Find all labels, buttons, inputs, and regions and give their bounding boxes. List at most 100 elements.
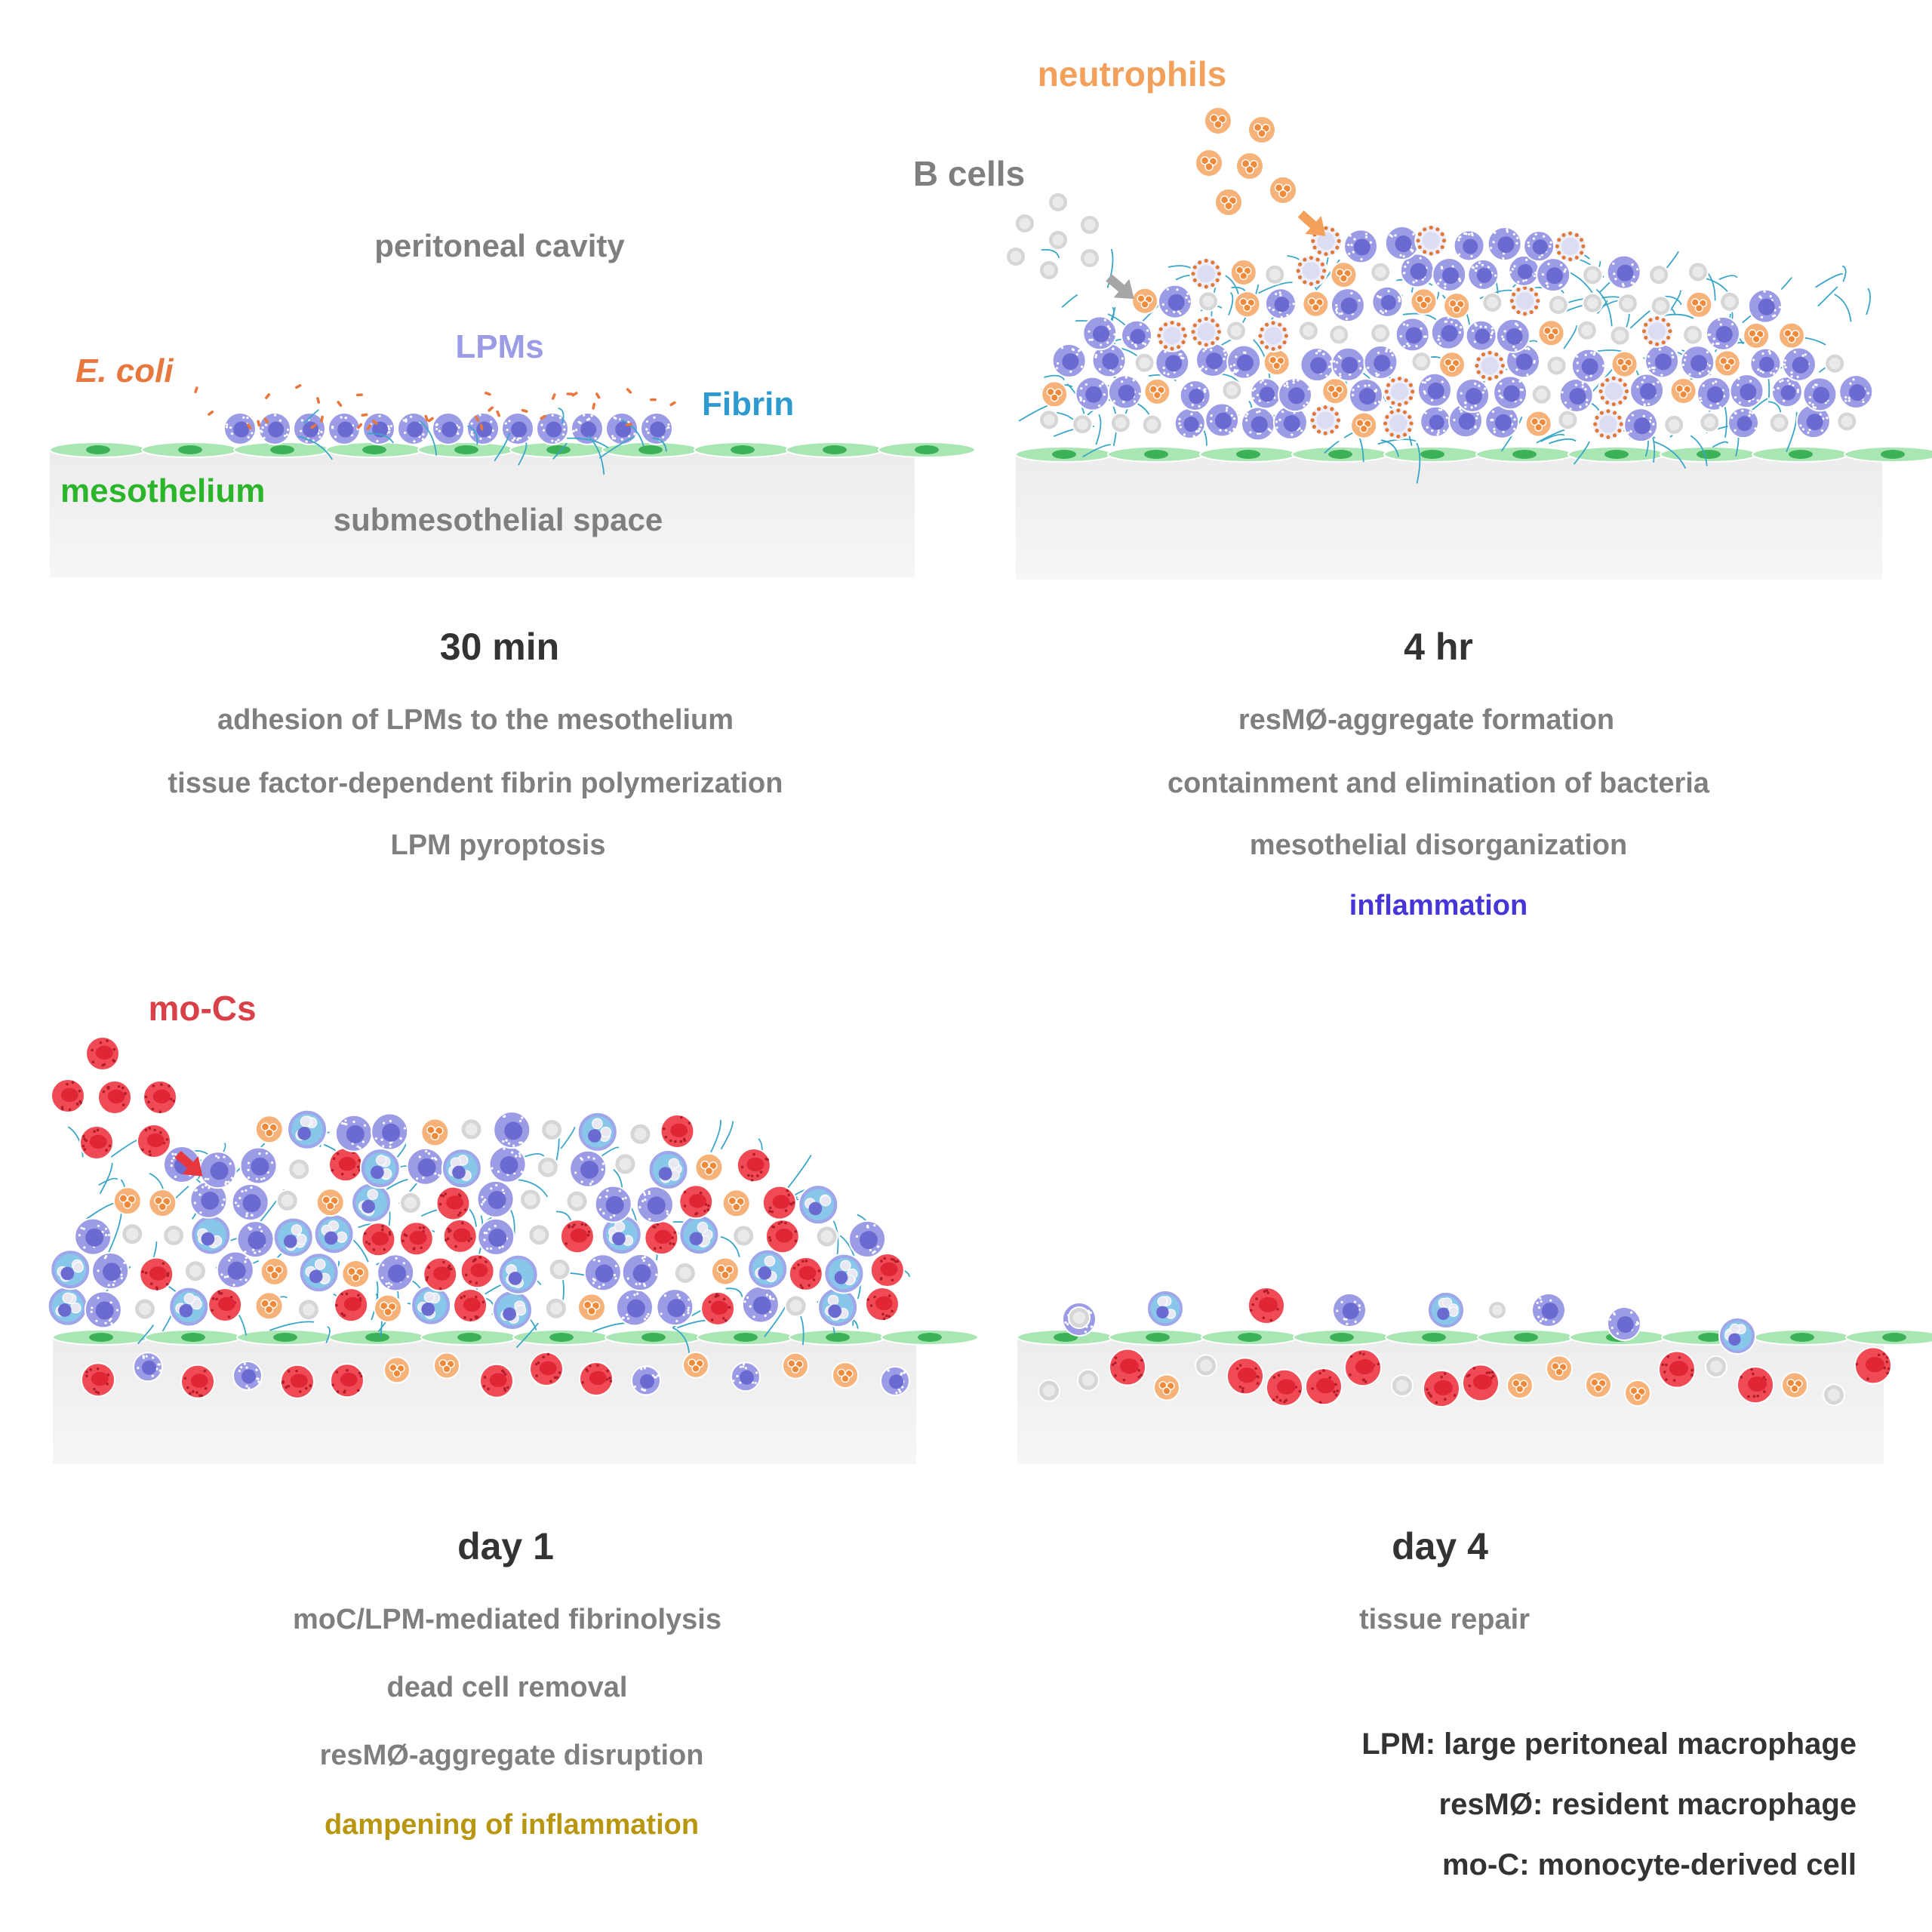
neutrophil-cell [694,1152,724,1182]
b-cell [1487,1300,1507,1320]
phagocytic-macrophage-cell [351,1182,392,1223]
moc-cell [453,1287,488,1323]
neutrophil-cell [1153,1374,1180,1401]
ecoli-bacterium [316,397,321,404]
panel-time-day4: day 4 [1392,1525,1488,1567]
fibrin-strand [1718,275,1738,281]
b-cell [1134,352,1155,374]
lpm-cell [848,1220,887,1258]
mesothelial-cell [1385,1329,1483,1346]
phagocytic-macrophage-cell [648,1149,689,1190]
lpm-cell [1195,343,1231,378]
lpm-cell [133,1352,163,1383]
label-mesothelium: mesothelium [60,472,265,509]
dying-lpm-cell [1473,349,1507,383]
moc-cell [85,1036,120,1071]
neutrophil-cell [1611,350,1638,378]
ecoli-bacterium [649,398,657,401]
moc-cell [79,1125,114,1160]
event-text: mesothelial disorganization [1250,829,1627,861]
ecoli-bacterium [496,410,500,417]
dying-lpm-cell [1383,374,1417,408]
lpm-cell [1300,347,1335,383]
neutrophil-cell [254,1291,284,1321]
moc-cell [644,1220,679,1256]
b-cell [1370,322,1392,344]
neutrophil-cell [721,1189,751,1218]
label-fibrin: Fibrin [702,386,794,423]
lpm-cell [1332,1293,1367,1327]
lpm-cell [216,1251,254,1289]
lpm-cell [1430,315,1466,350]
b-cell [1264,263,1286,285]
lpm-cell [1536,257,1571,293]
moc-cell [660,1113,695,1149]
moc-cell [1658,1350,1696,1389]
lpm-cell [1571,348,1606,383]
fibrin-strand [720,1121,734,1150]
ecoli-bacterium [669,401,676,407]
fibrin-strand [269,1321,315,1331]
moc-cell [1109,1348,1146,1386]
phagocytic-macrophage-cell [50,1249,91,1291]
lpm-cell [1264,288,1297,320]
neutrophil-cell [1041,380,1069,408]
lpm-cell [1250,377,1282,410]
fibrin-strand [620,419,645,447]
lpm-cell [1607,1306,1641,1341]
b-cell [162,1224,186,1247]
phagocytic-macrophage-cell [287,1109,328,1150]
moc-cell [398,1221,434,1257]
mesothelial-cell [236,1329,334,1346]
phagocytic-macrophage-cell [577,1111,618,1152]
fibrin-strand [1082,444,1111,458]
lpm-cell [1174,408,1206,440]
ecoli-bacterium [566,392,574,395]
b-cell [1557,409,1579,431]
lpm-cell [1531,1293,1566,1327]
lpm-cell [1487,226,1522,262]
ecoli-bacterium [626,388,632,394]
fibrin-strand [137,1324,155,1345]
fibrin-strand [587,435,605,475]
submesothelial-tissue [50,451,915,577]
abbreviation-legend: LPM: large peritoneal macrophage resMØ: … [1361,1727,1857,1881]
event-text: tissue repair [1359,1604,1530,1635]
moc-cell [361,1222,396,1257]
b-cell [1038,409,1060,431]
fibrin-strand [710,1119,721,1153]
ecoli-bacterium [595,392,601,399]
fibrin-strand [515,1322,539,1349]
b-cell [460,1118,483,1141]
neutrophil-cell [1330,261,1358,289]
moc-cell [435,1186,471,1221]
ecoli-bacterium [488,406,494,412]
neutrophil-cell [374,1294,403,1323]
lpm-cell [1495,318,1531,353]
mesothelial-cell [52,1329,150,1346]
neutrophil-cell [1438,351,1466,379]
b-cell [1687,261,1709,283]
event-text: inflammation [1349,890,1527,921]
phagocytic-macrophage-cell [1718,1317,1756,1355]
dying-lpm-cell [1553,229,1587,263]
dying-lpm-cell [1414,223,1448,257]
label-lpms: LPMs [455,328,543,365]
label-mocs: mo-Cs [148,989,256,1028]
neutrophil-cell [1263,349,1291,377]
lpm-cell [377,1254,415,1292]
lpm-cell [1467,258,1500,291]
mesothelial-cell [509,441,608,458]
lpm-cell [1107,374,1143,410]
neutrophil-cell [1743,321,1770,349]
fibrin-strand [1258,281,1293,294]
mesothelial-cell [1753,1329,1851,1346]
recruitment-arrow [1106,274,1134,300]
neutrophil-cell [341,1260,371,1289]
b-cell [275,1189,299,1212]
panel-30min: peritoneal cavity E. coli LPMs Fibrin me… [49,228,976,861]
lpm-cell [432,412,465,445]
moc-cell [139,1257,174,1292]
legend-item: resMØ: resident macrophage [1439,1788,1857,1821]
